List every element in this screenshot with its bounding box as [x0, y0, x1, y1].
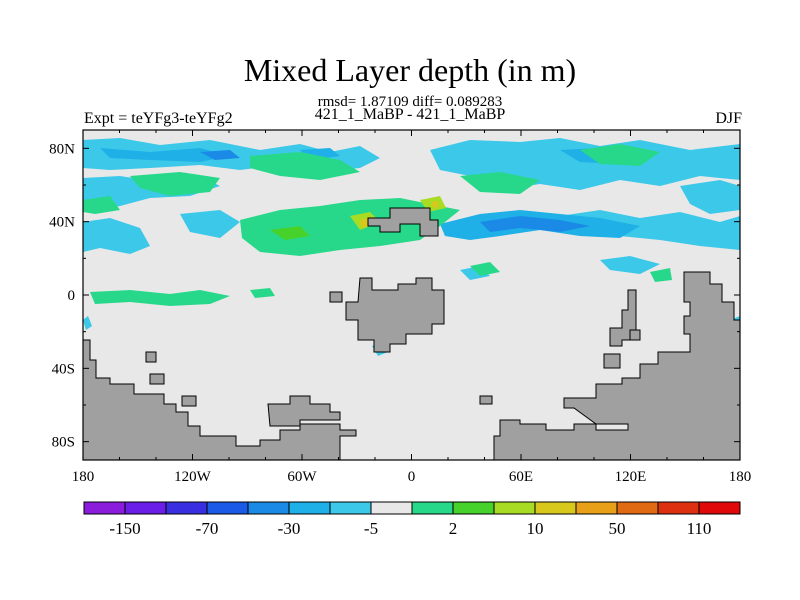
y-tick-label: 40S: [52, 361, 75, 377]
colorbar-swatch: [534, 501, 577, 515]
colorbar-swatch: [698, 501, 741, 515]
colorbar-swatch: [370, 501, 413, 515]
colorbar-swatch: [288, 501, 331, 515]
y-tick-label: 80N: [49, 141, 75, 157]
x-tick-label: 60W: [287, 469, 317, 485]
colorbar-label: -70: [196, 519, 219, 538]
map-plot-area: [83, 130, 740, 460]
x-tick-label: 180: [729, 469, 752, 485]
colorbar-swatch: [206, 501, 249, 515]
colorbar-label: 110: [687, 519, 712, 538]
colorbar-swatch: [657, 501, 700, 515]
colorbar-swatch: [124, 501, 167, 515]
colorbar-label: 10: [527, 519, 544, 538]
colorbar: -150 -70 -30 -5 2 10 50 110: [83, 501, 741, 538]
y-axis: 80N 40N 0 40S 80S: [49, 141, 740, 451]
x-tick-label: 0: [408, 469, 416, 485]
colorbar-swatch: [83, 501, 126, 515]
colorbar-label: 50: [609, 519, 626, 538]
anomaly-yellow-green: [270, 196, 446, 240]
stats-line: rmsd= 1.87109 diff= 0.089283: [317, 94, 503, 110]
x-tick-label: 120E: [615, 469, 647, 485]
y-tick-label: 40N: [49, 215, 75, 231]
y-tick-label: 80S: [52, 435, 75, 451]
colorbar-label: -5: [364, 519, 378, 538]
y-tick-label: 0: [68, 288, 76, 304]
x-tick-label: 60E: [509, 469, 533, 485]
colorbar-swatch: [493, 501, 536, 515]
colorbar-label: -150: [109, 519, 140, 538]
colorbar-swatch: [329, 501, 372, 515]
x-axis: 180 120W 60W 0 60E 120E 180: [72, 130, 752, 485]
chart-title: Mixed Layer depth (in m): [243, 52, 577, 88]
colorbar-label: 2: [449, 519, 458, 538]
colorbar-swatch: [411, 501, 454, 515]
land-mask: [83, 207, 740, 460]
x-tick-label: 180: [72, 469, 95, 485]
colorbar-swatch: [452, 501, 495, 515]
colorbar-swatch: [575, 501, 618, 515]
colorbar-label: -30: [278, 519, 301, 538]
colorbar-swatch: [165, 501, 208, 515]
season-label: DJF: [715, 110, 742, 127]
experiment-label: Expt = teYFg3-teYFg2: [84, 110, 233, 127]
x-tick-label: 120W: [174, 469, 212, 485]
runs-line: 421_1_MaBP - 421_1_MaBP: [314, 106, 506, 123]
colorbar-swatch: [247, 501, 290, 515]
colorbar-swatch: [616, 501, 659, 515]
